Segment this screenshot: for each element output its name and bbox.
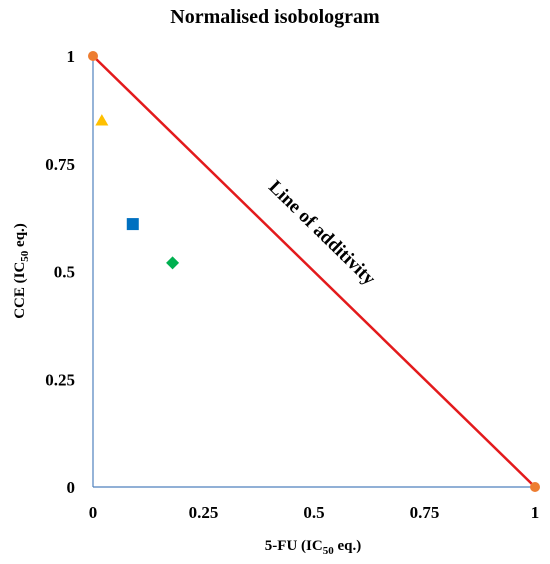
square-marker <box>126 218 139 231</box>
x-tick-label: 0.5 <box>303 503 324 522</box>
endpoint-marker <box>530 482 540 492</box>
diamond-marker <box>166 256 180 270</box>
x-tick-label: 0.25 <box>189 503 219 522</box>
chart-title: Normalised isobologram <box>170 6 380 28</box>
x-tick-label: 1 <box>531 503 540 522</box>
x-axis-title: 5-FU (IC50 eq.) <box>265 538 361 557</box>
line-of-additivity-label: Line of additivity <box>264 177 380 290</box>
y-axis-title-tail: eq.) <box>12 223 28 251</box>
y-axis-title-subscript: 50 <box>19 250 31 262</box>
y-tick-label: 0.75 <box>45 155 75 174</box>
endpoint-marker <box>88 51 98 61</box>
data-markers <box>88 51 540 492</box>
y-axis-title-main: CCE (IC <box>12 262 28 319</box>
y-tick-label: 0.25 <box>45 370 75 389</box>
triangle-marker <box>95 114 109 126</box>
y-tick-label: 0.5 <box>54 263 75 282</box>
y-axis-title: CCE (IC50 eq.) <box>12 223 31 319</box>
y-tick-labels: 0 0.25 0.5 0.75 1 <box>45 47 75 497</box>
x-tick-labels: 0 0.25 0.5 0.75 1 <box>89 503 540 522</box>
y-tick-label: 1 <box>67 47 76 66</box>
x-tick-label: 0.75 <box>410 503 440 522</box>
x-axis-title-main: 5-FU (IC <box>265 538 323 554</box>
y-tick-label: 0 <box>67 478 76 497</box>
x-tick-label: 0 <box>89 503 98 522</box>
line-of-additivity <box>92 55 536 488</box>
x-axis-title-tail: eq.) <box>334 538 362 554</box>
x-axis-title-subscript: 50 <box>323 545 335 557</box>
